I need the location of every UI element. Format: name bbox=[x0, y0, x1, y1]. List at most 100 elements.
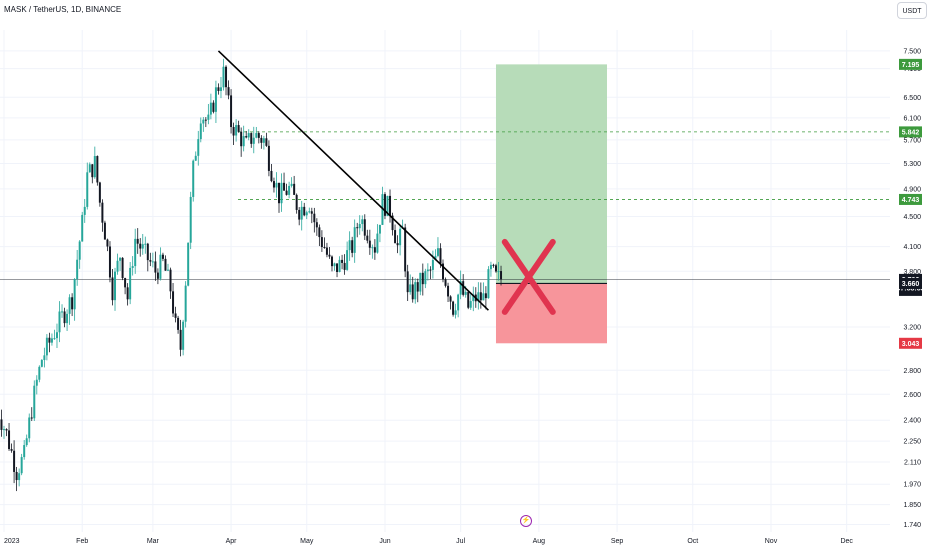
candle-body bbox=[136, 238, 139, 244]
candle-body bbox=[409, 284, 412, 293]
candle-body bbox=[33, 385, 36, 419]
candle-body bbox=[442, 263, 444, 280]
candle-body bbox=[30, 417, 33, 419]
price-tag-label: 4.743 bbox=[902, 197, 920, 204]
candle-body bbox=[295, 194, 298, 210]
candle-body bbox=[227, 87, 230, 96]
candle-body bbox=[371, 247, 374, 249]
candle-body bbox=[300, 206, 303, 220]
candle-body bbox=[434, 255, 437, 261]
candle-body bbox=[361, 219, 364, 225]
candle-body bbox=[346, 250, 349, 270]
candle-body bbox=[184, 285, 187, 322]
candle-body bbox=[124, 278, 127, 288]
candle-body bbox=[378, 224, 381, 234]
price-tag-label: 7.195 bbox=[902, 62, 920, 69]
candle-body bbox=[88, 164, 91, 173]
candle-body bbox=[396, 243, 399, 246]
y-tick-label: 2.600 bbox=[903, 392, 921, 399]
x-tick-label: Feb bbox=[76, 538, 88, 545]
candle-body bbox=[169, 269, 172, 292]
candle-body bbox=[313, 213, 316, 223]
price-tag-label: 3.043 bbox=[902, 341, 920, 348]
candle-body bbox=[187, 242, 190, 286]
x-tick-label: Mar bbox=[147, 538, 160, 545]
symbol-title: MASK / TetherUS, 1D, BINANCE bbox=[4, 5, 122, 14]
candle-body bbox=[260, 137, 263, 143]
candle-body bbox=[288, 185, 291, 195]
candle-body bbox=[293, 183, 296, 195]
candle-body bbox=[119, 257, 122, 261]
candle-body bbox=[394, 230, 397, 244]
candle-body bbox=[487, 269, 490, 299]
candle-body bbox=[283, 182, 286, 191]
candle-body bbox=[103, 222, 106, 240]
candle-body bbox=[141, 244, 144, 249]
candle-body bbox=[444, 279, 447, 286]
candle-body bbox=[225, 66, 228, 88]
candle-body bbox=[212, 102, 215, 112]
candle-body bbox=[144, 243, 147, 245]
candle-body bbox=[419, 272, 422, 292]
candle-body bbox=[114, 271, 117, 301]
candle-body bbox=[164, 258, 167, 271]
y-tick-label: 2.800 bbox=[903, 368, 921, 375]
candle-body bbox=[298, 209, 301, 220]
candle-body bbox=[240, 131, 243, 147]
currency-button[interactable]: USDT bbox=[897, 2, 927, 19]
candle-body bbox=[494, 265, 497, 272]
candle-body bbox=[91, 164, 94, 178]
y-tick-label: 4.100 bbox=[903, 244, 921, 251]
candle-body bbox=[61, 311, 64, 313]
candle-body bbox=[265, 138, 268, 146]
candle-body bbox=[303, 206, 306, 216]
candle-body bbox=[391, 215, 394, 231]
candle-body bbox=[217, 87, 220, 91]
candle-body bbox=[333, 263, 336, 267]
lightning-icon[interactable]: ⚡ bbox=[520, 515, 532, 527]
x-tick-label: Jul bbox=[456, 538, 465, 545]
x-tick-label: Oct bbox=[687, 538, 698, 545]
candle-body bbox=[5, 429, 8, 431]
x-tick-label: Apr bbox=[226, 538, 238, 545]
candle-body bbox=[48, 337, 51, 343]
candle-body bbox=[449, 296, 452, 302]
candle-body bbox=[477, 292, 480, 302]
candle-body bbox=[404, 227, 407, 272]
x-tick-label: Sep bbox=[611, 538, 624, 545]
candle-body bbox=[416, 282, 419, 292]
candle-body bbox=[447, 285, 450, 297]
candle-body bbox=[146, 243, 149, 261]
candle-body bbox=[318, 227, 321, 238]
candle-body bbox=[414, 282, 417, 300]
candle-body bbox=[280, 182, 283, 204]
candle-body bbox=[43, 355, 46, 361]
x-tick-label: Nov bbox=[765, 538, 778, 545]
candle-body bbox=[257, 133, 260, 138]
candle-body bbox=[469, 301, 472, 308]
candle-body bbox=[353, 227, 356, 253]
y-tick-label: 5.700 bbox=[903, 137, 921, 144]
candle-body bbox=[356, 227, 359, 229]
candle-body bbox=[156, 272, 159, 279]
candle-body bbox=[492, 264, 495, 266]
candle-body bbox=[71, 297, 74, 310]
candle-body bbox=[479, 292, 482, 301]
candle-body bbox=[116, 260, 119, 272]
candle-body bbox=[86, 172, 89, 207]
candle-body bbox=[38, 366, 41, 380]
candle-body bbox=[197, 139, 200, 156]
price-tag-label: 5.842 bbox=[902, 129, 920, 136]
price-tag bbox=[899, 58, 922, 70]
candle-body bbox=[214, 87, 217, 112]
candle-body bbox=[10, 449, 13, 451]
candle-body bbox=[209, 102, 212, 115]
candle-body bbox=[290, 183, 293, 186]
candle-body bbox=[452, 301, 455, 315]
candle-body bbox=[134, 238, 137, 267]
candle-body bbox=[204, 119, 207, 121]
candle-body bbox=[126, 287, 129, 300]
candle-body bbox=[325, 247, 328, 255]
